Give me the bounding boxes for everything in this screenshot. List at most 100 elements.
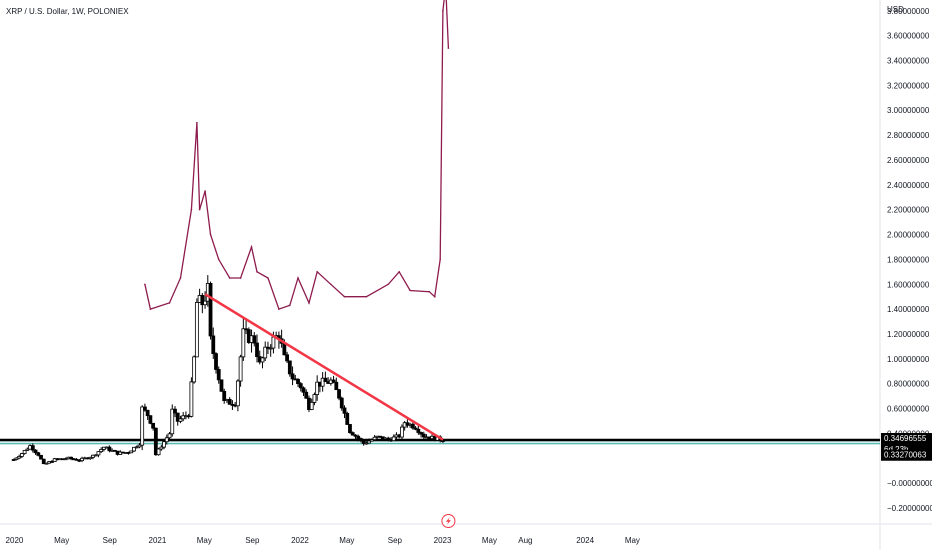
currency-label: USD	[887, 5, 904, 14]
compare-point	[190, 208, 193, 211]
candle	[356, 434, 361, 442]
compare-point	[204, 190, 206, 192]
candle	[359, 437, 363, 443]
x-tick-label: 2023	[434, 536, 452, 545]
compare-point	[239, 277, 242, 279]
candle	[36, 451, 41, 457]
compare-point	[428, 290, 431, 293]
x-tick-label: Sep	[388, 536, 403, 545]
price-tag: 0.33270063	[881, 449, 932, 461]
compare-point	[308, 302, 310, 304]
candle	[400, 424, 404, 441]
compare-point	[168, 302, 171, 304]
candle	[96, 451, 101, 458]
y-tick-label: 2.00000000	[887, 231, 930, 240]
candle	[107, 445, 112, 453]
candle	[153, 427, 158, 456]
compare-point	[196, 121, 198, 124]
compare-point	[209, 233, 212, 236]
candle	[14, 457, 19, 461]
candle	[214, 352, 218, 374]
x-tick-label: May	[54, 536, 69, 545]
compare-point	[439, 258, 442, 261]
candle	[361, 439, 366, 446]
x-tick-label: 2021	[149, 536, 167, 545]
candle	[410, 422, 415, 430]
candle	[132, 446, 136, 453]
x-tick-label: May	[625, 536, 640, 545]
y-tick-label: 3.60000000	[887, 32, 930, 41]
candle	[164, 434, 169, 445]
y-tick-label: 1.40000000	[887, 305, 930, 314]
compare-point	[447, 47, 450, 49]
candle	[235, 379, 240, 412]
candle	[353, 434, 358, 440]
y-tick-label: 2.60000000	[887, 156, 930, 165]
candle	[39, 454, 43, 460]
candle	[216, 366, 221, 384]
x-tick-label: 2020	[6, 536, 24, 545]
candle	[11, 458, 16, 461]
candle	[320, 372, 325, 392]
lightning-icon[interactable]	[441, 514, 456, 528]
candle	[337, 388, 341, 401]
candle	[290, 366, 295, 386]
y-tick-label: 1.00000000	[887, 355, 930, 364]
candle	[255, 334, 259, 363]
candle	[167, 432, 172, 441]
candle	[134, 445, 139, 449]
time-axis[interactable]: 2020 May Sep 2021 May Sep 2022 May Sep 2023 May Aug…	[6, 536, 640, 545]
candle	[268, 344, 273, 357]
x-tick-label: May	[482, 536, 497, 545]
y-tick-label: −0.00000000	[887, 479, 932, 488]
candle	[156, 447, 161, 456]
candle	[203, 291, 207, 309]
candle	[301, 386, 306, 397]
candle	[369, 438, 374, 442]
y-tick-label: 1.20000000	[887, 330, 930, 339]
candle	[74, 458, 79, 461]
candle	[30, 443, 35, 453]
candle	[309, 398, 314, 411]
x-tick-label: May	[339, 536, 354, 545]
candle	[159, 444, 164, 451]
candle	[189, 377, 194, 418]
candle	[192, 355, 197, 384]
candle	[345, 411, 350, 425]
candle	[178, 415, 183, 424]
candle	[145, 409, 150, 420]
candle	[151, 422, 156, 431]
candle	[413, 425, 418, 431]
candle	[80, 456, 84, 463]
compare-point	[256, 271, 258, 273]
compare-point	[289, 304, 291, 307]
candle	[208, 281, 213, 340]
trendline-layer[interactable]	[204, 293, 444, 441]
price-tag-label: 6d 23h	[884, 445, 908, 454]
trendline[interactable]	[204, 293, 444, 441]
candle	[315, 375, 320, 401]
candle	[99, 447, 104, 454]
candle	[52, 457, 57, 463]
compare-point	[267, 277, 269, 279]
x-tick-label: May	[197, 536, 212, 545]
compare-point	[149, 308, 152, 310]
candle	[63, 457, 68, 461]
candle	[441, 439, 445, 443]
y-tick-label: 2.80000000	[887, 131, 930, 140]
candle	[416, 425, 421, 435]
candle	[25, 447, 30, 451]
compare-point	[330, 283, 332, 286]
y-tick-label: 1.60000000	[887, 280, 930, 289]
x-tick-label: Aug	[518, 536, 532, 545]
compare-line	[144, 0, 450, 310]
compare-point	[228, 277, 231, 279]
candle	[143, 403, 147, 412]
y-tick-label: 3.00000000	[887, 106, 930, 115]
compare-point	[179, 277, 182, 279]
compare-point	[297, 277, 299, 279]
candle	[364, 441, 369, 445]
y-tick-label: −0.20000000	[887, 504, 932, 513]
x-tick-label: 2024	[576, 536, 594, 545]
